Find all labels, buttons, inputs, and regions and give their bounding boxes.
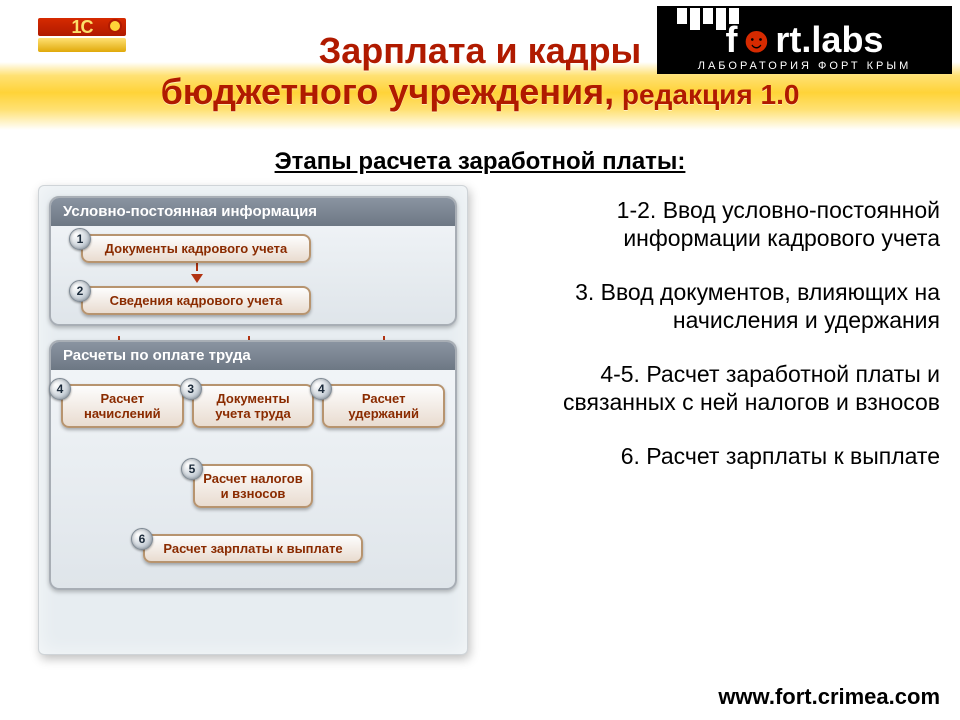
node-4a-label: Расчет начислений bbox=[84, 391, 161, 421]
node-calc-deductions: 4 Расчет удержаний bbox=[322, 384, 445, 428]
node-6-label: Расчет зарплаты к выплате bbox=[163, 541, 342, 556]
badge-2: 2 bbox=[69, 280, 91, 302]
badge-5: 5 bbox=[181, 458, 203, 480]
node-docs-trud: 3 Документы учета труда bbox=[192, 384, 315, 428]
slide-title: Зарплата и кадры бюджетного учреждения, … bbox=[0, 30, 960, 113]
badge-4a: 4 bbox=[49, 378, 71, 400]
node-5-label: Расчет налогов и взносов bbox=[203, 471, 303, 501]
step-descriptions: 1-2. Ввод условно-постоянной информации … bbox=[500, 196, 940, 496]
node-4b-label: Расчет удержаний bbox=[348, 391, 419, 421]
node-sved-kadrov: 2 Сведения кадрового учета bbox=[81, 286, 311, 315]
node-docs-kadrov: 1 Документы кадрового учета bbox=[81, 234, 311, 263]
node-3-label: Документы учета труда bbox=[215, 391, 291, 421]
node-2-label: Сведения кадрового учета bbox=[110, 293, 283, 308]
title-line-1: Зарплата и кадры bbox=[319, 30, 642, 71]
footer-url: www.fort.crimea.com bbox=[718, 684, 940, 710]
bullet-1: 1-2. Ввод условно-постоянной информации … bbox=[500, 196, 940, 252]
panel-1-header: Условно-постоянная информация bbox=[51, 198, 455, 226]
node-calc-payout: 6 Расчет зарплаты к выплате bbox=[143, 534, 363, 563]
panel-const-info: Условно-постоянная информация 1 Документ… bbox=[49, 196, 457, 326]
node-1-label: Документы кадрового учета bbox=[105, 241, 288, 256]
bullet-4: 6. Расчет зарплаты к выплате bbox=[500, 442, 940, 470]
panel-calc: Расчеты по оплате труда 4 Расчет начисле… bbox=[49, 340, 457, 590]
badge-1: 1 bbox=[69, 228, 91, 250]
panel-2-header: Расчеты по оплате труда bbox=[51, 342, 455, 370]
bullet-3: 4-5. Расчет заработной платы и связанных… bbox=[500, 360, 940, 416]
badge-3: 3 bbox=[180, 378, 202, 400]
badge-4b: 4 bbox=[310, 378, 332, 400]
title-line-2b: редакция 1.0 bbox=[614, 79, 799, 110]
badge-6: 6 bbox=[131, 528, 153, 550]
node-calc-accruals: 4 Расчет начислений bbox=[61, 384, 184, 428]
node-calc-taxes: 5 Расчет налогов и взносов bbox=[193, 464, 313, 508]
title-line-2a: бюджетного учреждения, bbox=[161, 71, 615, 112]
subtitle: Этапы расчета заработной платы: bbox=[0, 148, 960, 176]
bullet-2: 3. Ввод документов, влияющих на начислен… bbox=[500, 278, 940, 334]
flowchart: Условно-постоянная информация 1 Документ… bbox=[38, 185, 468, 655]
